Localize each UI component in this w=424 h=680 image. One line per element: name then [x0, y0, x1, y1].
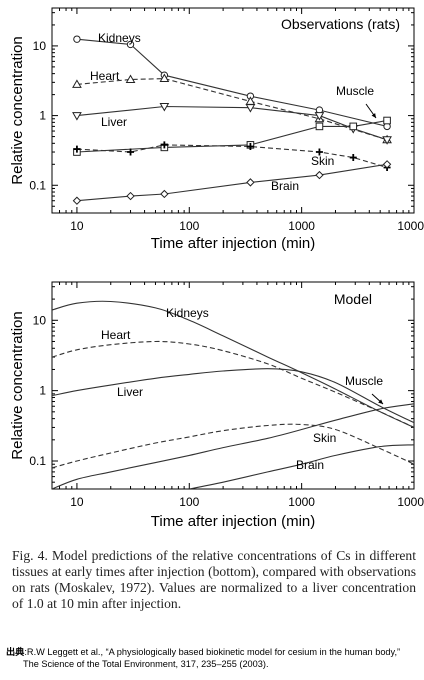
y-tick-label: 10: [33, 313, 47, 327]
obs-skin-point: [127, 148, 135, 156]
obs-liver-point: [72, 112, 82, 121]
obs-liver-point: [159, 103, 170, 112]
model-brain-label: Brain: [296, 458, 324, 472]
obs-muscle-point: [315, 122, 324, 131]
y-axis-label: Relative concentration: [9, 36, 26, 184]
plot-frame: [51, 7, 415, 214]
x-tick-label: 1000: [288, 219, 315, 233]
y-tick-label: 0.1: [29, 454, 46, 468]
figure-source: 出典:R.W Leggett et al., “A physiologicall…: [6, 646, 420, 670]
obs-kidneys-label: Kidneys: [98, 31, 141, 45]
y-tick-label: 10: [33, 39, 47, 53]
muscle-arrow-head: [378, 399, 383, 404]
obs-liver-label: Liver: [101, 115, 127, 129]
obs-skin-line: [76, 144, 388, 169]
obs-brain-point: [315, 170, 324, 180]
x-tick-label: 1000: [288, 495, 315, 509]
y-tick-label: 1: [39, 109, 46, 123]
y-tick-label: 1: [39, 384, 46, 398]
obs-brain-point: [72, 196, 82, 205]
source-line-2: The Science of the Total Environment, 31…: [23, 659, 269, 669]
obs-heart-label: Heart: [90, 69, 120, 83]
obs-skin-point: [73, 145, 81, 153]
model-skin-line: [52, 423, 414, 469]
model-heart-label: Heart: [101, 328, 131, 342]
obs-skin-label: Skin: [311, 154, 334, 168]
obs-skin-point: [246, 143, 254, 151]
source-label: 出典: [6, 647, 25, 657]
model-liver-label: Liver: [117, 385, 143, 399]
obs-heart-point: [125, 74, 136, 83]
muscle-arrow-head: [371, 113, 376, 118]
obs-skin-point: [349, 154, 357, 162]
source-line-1: :R.W Leggett et al., “A physiologically …: [24, 647, 401, 657]
x-tick-label: 100: [179, 219, 199, 233]
model-skin-label: Skin: [313, 431, 336, 445]
obs-heart-point: [72, 79, 82, 88]
x-axis-label: Time after injection (min): [151, 235, 316, 252]
x-axis-label: Time after injection (min): [151, 513, 316, 530]
obs-heart-point: [159, 73, 170, 83]
model-muscle-label: Muscle: [345, 374, 383, 388]
obs-brain-line: [76, 163, 388, 202]
obs-brain-point: [246, 178, 255, 187]
obs-liver-point: [382, 136, 392, 145]
obs-muscle-point: [383, 116, 391, 125]
y-tick-label: 0.1: [29, 178, 46, 192]
model-kidneys-line: [52, 300, 414, 428]
model-muscle-line: [52, 403, 414, 489]
figure-caption: Fig. 4. Model predictions of the relativ…: [12, 548, 416, 611]
obs-kidneys-point: [126, 40, 135, 49]
obs-skin-point: [315, 148, 323, 156]
obs-heart-line: [76, 78, 388, 141]
model-liver-line: [52, 368, 414, 424]
obs-liver-point: [314, 112, 325, 121]
obs-brain-point: [126, 191, 135, 201]
x-tick-label: 100: [179, 495, 199, 509]
series-group: [52, 300, 414, 489]
obs-brain-point: [160, 189, 169, 199]
obs-kidneys-point: [73, 35, 81, 43]
series-group: [76, 38, 388, 202]
obs-liver-line: [76, 105, 388, 141]
obs-skin-point: [160, 141, 168, 149]
model-brain-line: [189, 444, 414, 489]
obs-muscle-point: [349, 122, 358, 131]
obs-brain-label: Brain: [271, 179, 299, 193]
panel-title: Model: [334, 291, 372, 307]
y-axis-label: Relative concentration: [9, 311, 26, 459]
x-tick-label: 10: [70, 495, 84, 509]
model-heart-line: [52, 340, 414, 428]
obs-kidneys-line: [76, 38, 388, 127]
panel-title: Observations (rats): [281, 16, 400, 32]
x-tick-label: 10: [70, 219, 84, 233]
model-kidneys-label: Kidneys: [166, 306, 209, 320]
obs-liver-point: [245, 104, 256, 113]
obs-muscle-label: Muscle: [336, 84, 374, 98]
obs-brain-point: [382, 160, 392, 169]
plot-frame: [51, 281, 415, 490]
